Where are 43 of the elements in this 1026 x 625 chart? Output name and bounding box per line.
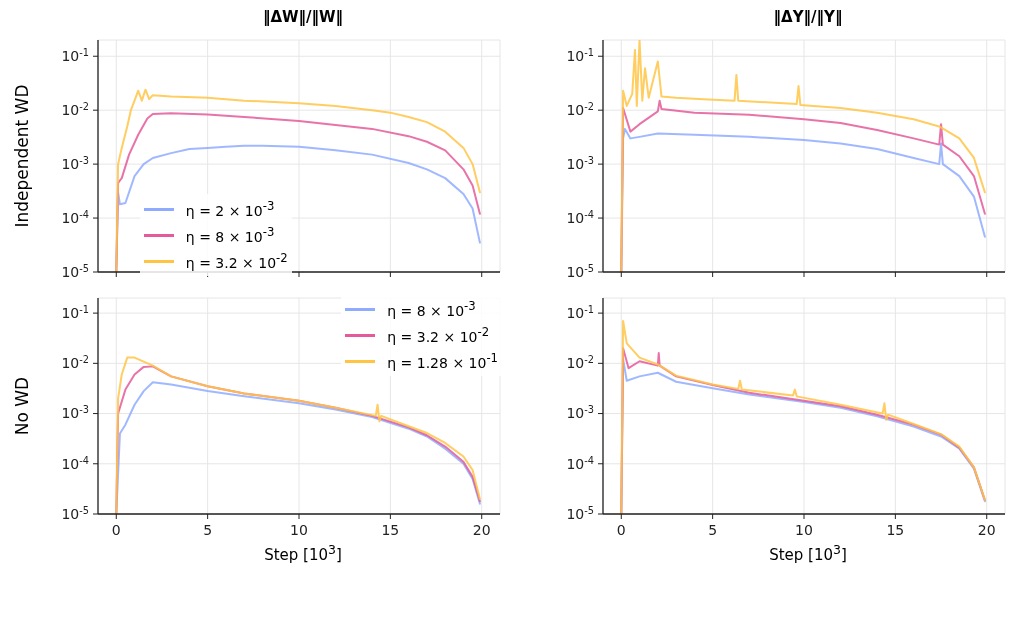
legend-label: η = 8 × 10$^{-3}$ [185, 225, 275, 245]
y-tick-label: 10$^{-1}$ [61, 46, 89, 65]
y-axis-title: No WD [12, 376, 32, 436]
y-tick-label: 10$^{-2}$ [566, 100, 594, 119]
x-tick-label: 15 [381, 521, 400, 538]
chart-title: ‖ΔY‖/‖Y‖ [772, 8, 844, 28]
legend-label: η = 3.2 × 10$^{-2}$ [185, 251, 288, 271]
y-tick-label: 10$^{-3}$ [61, 403, 89, 422]
y-tick-label: 10$^{-5}$ [566, 262, 594, 280]
x-tick-label: 10 [795, 521, 813, 538]
y-tick-label: 10$^{-2}$ [61, 353, 89, 372]
x-axis-title: Step [10$^{3}$] [263, 542, 343, 564]
x-axis-title: Step [10$^{3}$] [768, 542, 848, 564]
y-tick-label: 10$^{-4}$ [61, 454, 89, 472]
y-tick-label: 10$^{-3}$ [566, 154, 594, 173]
y-axis-title: Independent WD [12, 84, 32, 228]
chart-title: ‖ΔW‖/‖W‖ [261, 8, 345, 28]
y-tick-label: 10$^{-2}$ [61, 100, 89, 119]
x-tick-label: 10 [290, 521, 308, 538]
line-series [620, 40, 986, 272]
x-tick-label: 20 [977, 521, 996, 538]
x-tick-label: 5 [708, 521, 718, 538]
legend-label: η = 1.28 × 10$^{-1}$ [387, 351, 498, 371]
x-tick-label: 15 [886, 521, 905, 538]
legend-label: η = 2 × 10$^{-3}$ [185, 199, 275, 219]
y-tick-label: 10$^{-5}$ [566, 504, 594, 522]
y-tick-label: 10$^{-4}$ [61, 208, 89, 226]
x-tick-label: 20 [472, 521, 491, 538]
x-tick-label: 0 [616, 521, 626, 538]
y-tick-label: 10$^{-2}$ [566, 353, 594, 372]
y-tick-label: 10$^{-1}$ [61, 303, 89, 322]
x-tick-label: 5 [203, 521, 213, 538]
y-tick-label: 10$^{-3}$ [61, 154, 89, 173]
x-tick-label: 0 [111, 521, 121, 538]
y-tick-label: 10$^{-5}$ [61, 262, 89, 280]
y-tick-label: 10$^{-4}$ [566, 454, 594, 472]
y-tick-label: 10$^{-4}$ [566, 208, 594, 226]
y-tick-label: 10$^{-5}$ [61, 504, 89, 522]
legend-label: η = 3.2 × 10$^{-2}$ [387, 325, 490, 345]
legend-label: η = 8 × 10$^{-3}$ [387, 299, 476, 319]
y-tick-label: 10$^{-1}$ [566, 303, 594, 322]
y-tick-label: 10$^{-1}$ [566, 46, 594, 65]
y-tick-label: 10$^{-3}$ [566, 403, 594, 422]
